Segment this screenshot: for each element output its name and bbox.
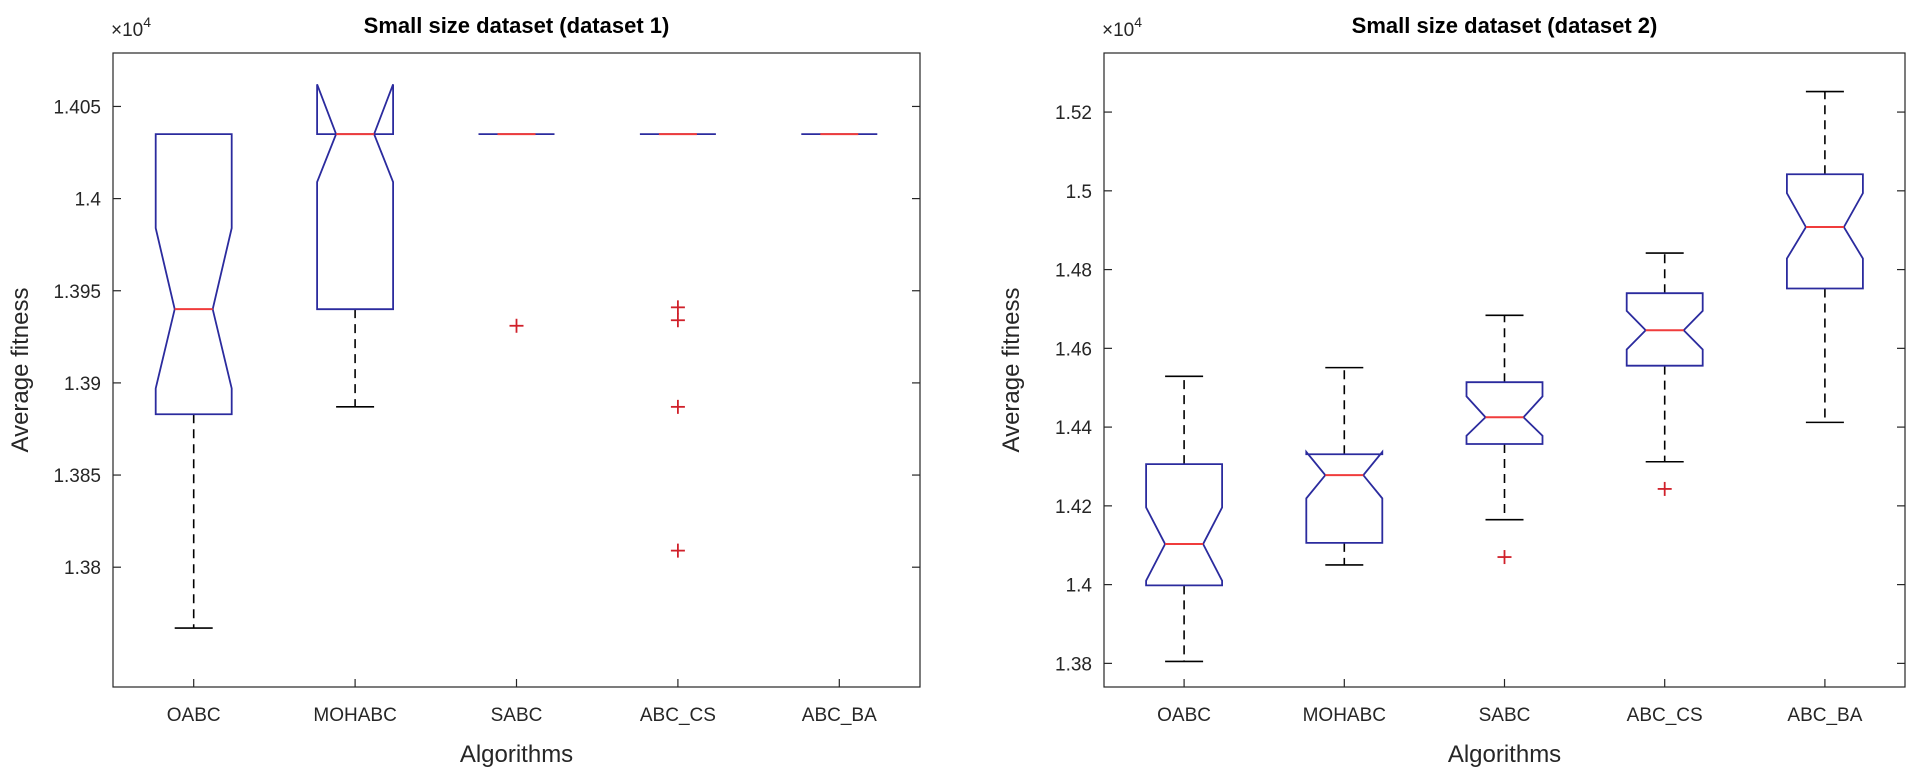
- box-abc-ba: ABC_BA: [801, 133, 878, 726]
- box-abc-cs: ABC_CS: [640, 133, 716, 726]
- x-tick-label: OABC: [1157, 705, 1211, 726]
- y-tick-label: 1.44: [1055, 418, 1092, 439]
- plot-area-1: [112, 52, 921, 688]
- notched-box: [1465, 381, 1544, 445]
- y-exponent-power: 4: [1134, 14, 1142, 30]
- x-tick-label: OABC: [167, 705, 221, 726]
- y-exponent-base: ×10: [111, 20, 143, 41]
- box-mohabc: MOHABC: [1303, 366, 1386, 726]
- notched-box: [1145, 463, 1223, 587]
- x-tick-label: ABC_CS: [1627, 705, 1703, 726]
- y-tick-label: 1.38: [1055, 654, 1092, 675]
- y-tick-label: 1.48: [1055, 261, 1092, 282]
- x-tick-label: MOHABC: [313, 705, 396, 726]
- y-tick-label: 1.42: [1055, 497, 1092, 518]
- y-tick-label: 1.38: [64, 558, 101, 579]
- outlier-marker: [509, 318, 524, 333]
- outlier-marker: [670, 313, 685, 328]
- notched-box: [1305, 449, 1384, 544]
- box-mohabc: MOHABC: [313, 84, 397, 726]
- outlier-marker: [670, 399, 685, 414]
- y-tick-label: 1.4: [75, 190, 102, 211]
- y-tick-label: 1.405: [53, 97, 101, 118]
- y-exponent-label: ×104: [1102, 14, 1142, 41]
- y-tick-label: 1.39: [64, 374, 101, 395]
- chart-1: Small size dataset (dataset 1) 1.38 1.385 1…: [7, 13, 921, 768]
- notched-box: [1786, 173, 1864, 290]
- box-sabc: SABC: [1465, 314, 1544, 726]
- chart-title: Small size dataset (dataset 1): [364, 13, 670, 38]
- x-axis-label: Algorithms: [460, 741, 573, 768]
- x-axis-label: Algorithms: [1448, 741, 1561, 768]
- y-exponent-base: ×10: [1102, 20, 1134, 41]
- x-tick-label: ABC_BA: [1787, 705, 1862, 726]
- box-abc-cs: ABC_CS: [1625, 252, 1704, 726]
- notched-box: [1625, 292, 1704, 367]
- box-sabc: SABC: [478, 133, 555, 726]
- x-tick-label: SABC: [491, 705, 543, 726]
- chart-title: Small size dataset (dataset 2): [1352, 13, 1658, 38]
- y-tick-label: 1.395: [53, 282, 101, 303]
- box-oabc: OABC: [1145, 375, 1223, 726]
- plot-area-2: [1103, 52, 1906, 688]
- x-tick-label: MOHABC: [1303, 705, 1386, 726]
- outlier-marker: [670, 300, 685, 315]
- y-axis-label: Average fitness: [7, 288, 34, 453]
- y-tick-label: 1.385: [53, 466, 101, 487]
- outlier-marker: [1497, 550, 1512, 565]
- y-tick-label: 1.52: [1055, 103, 1092, 124]
- box-oabc: OABC: [154, 133, 233, 726]
- box-abc-ba: ABC_BA: [1786, 90, 1864, 726]
- y-exponent-power: 4: [143, 14, 151, 30]
- chart-2: Small size dataset (dataset 2) 1.38 1.4 1.4…: [998, 13, 1906, 768]
- notched-box: [154, 133, 233, 416]
- x-tick-label: SABC: [1479, 705, 1531, 726]
- y-tick-label: 1.5: [1066, 182, 1092, 203]
- notched-box: [316, 84, 395, 311]
- outlier-marker: [1657, 481, 1672, 496]
- y-axis-label: Average fitness: [998, 288, 1025, 453]
- y-exponent-label: ×104: [111, 14, 151, 41]
- y-tick-label: 1.46: [1055, 339, 1092, 360]
- y-tick-label: 1.4: [1066, 576, 1093, 597]
- x-tick-label: ABC_BA: [802, 705, 877, 726]
- outlier-marker: [670, 543, 685, 558]
- x-tick-label: ABC_CS: [640, 705, 716, 726]
